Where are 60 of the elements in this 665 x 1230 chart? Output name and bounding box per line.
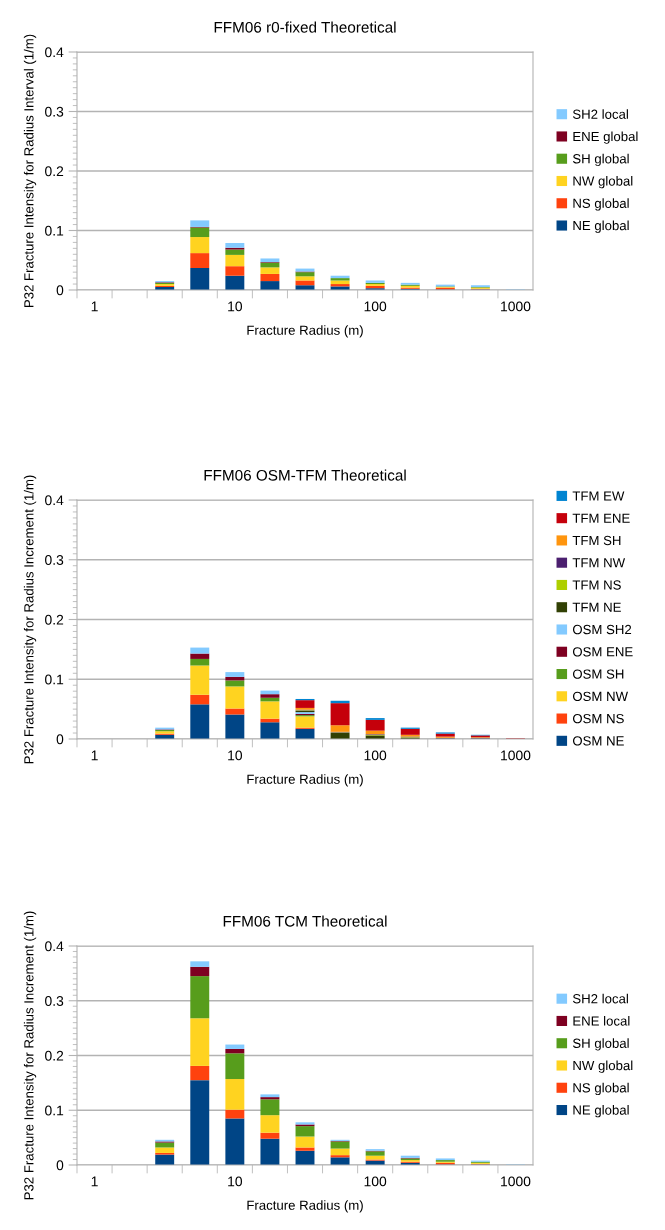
legend-label: NS global: [573, 1082, 629, 1096]
chart-title: FFM06 TCM Theoretical: [223, 915, 387, 927]
x-tick-label: 1: [91, 1176, 98, 1187]
x-axis-title: Fracture Radius (m): [247, 1200, 363, 1213]
y-tick-label: 0: [56, 734, 64, 745]
x-tick-label: 1000: [501, 750, 531, 761]
x-tick-label: 100: [364, 750, 387, 761]
legend-label: TFM NS: [572, 580, 621, 590]
y-tick-label: 0.1: [45, 674, 64, 685]
legend-label: NE global: [573, 1105, 629, 1118]
y-tick-label: 0.1: [45, 1105, 64, 1116]
legend-label: OSM NW: [572, 691, 629, 702]
x-tick-label: 1: [91, 750, 98, 761]
legend-label: NS global: [573, 198, 629, 211]
legend-label: NE global: [573, 220, 629, 233]
y-tick-label: 0.4: [45, 47, 64, 58]
x-tick-label: 1: [91, 301, 98, 312]
legend-label: NW global: [573, 1060, 633, 1073]
legend-label: SH2 local: [572, 993, 628, 1004]
legend-label: TFM NE: [572, 602, 621, 612]
y-tick-label: 0.4: [45, 495, 64, 506]
y-tick-label: 0.3: [45, 996, 64, 1006]
y-axis-title: P32 Fracture Intensity for Radius Increment (1/m): [23, 911, 37, 1200]
chart-title: FFM06 OSM-TFM Theoretical: [204, 469, 406, 481]
y-tick-label: 0.2: [45, 1050, 64, 1061]
legend-label: OSM SH2: [572, 624, 632, 635]
x-tick-label: 1000: [501, 1176, 531, 1187]
y-tick-label: 0: [56, 285, 64, 296]
legend-label: ENE global: [573, 131, 638, 144]
y-tick-label: 0.2: [45, 614, 64, 625]
legend-label: OSM NS: [572, 713, 624, 724]
legend-label: OSM NE: [572, 736, 624, 746]
y-tick-label: 0.1: [45, 225, 64, 236]
y-tick-label: 0: [56, 1160, 64, 1171]
x-axis-title: Fracture Radius (m): [247, 774, 363, 787]
legend-label: SH global: [572, 153, 629, 167]
legend-label: NW global: [573, 176, 633, 189]
x-axis-title: Fracture Radius (m): [247, 325, 363, 338]
y-tick-label: 0.3: [45, 106, 64, 117]
x-tick-label: 10: [228, 750, 243, 761]
x-tick-label: 10: [228, 301, 243, 312]
legend-label: TFM NW: [572, 558, 626, 568]
y-tick-label: 0.4: [45, 941, 64, 952]
legend-label: SH2 local: [572, 109, 628, 119]
y-tick-label: 0.3: [45, 555, 64, 565]
x-tick-label: 1000: [501, 301, 531, 312]
legend-label: SH global: [572, 1038, 629, 1051]
y-tick-label: 0.2: [45, 166, 64, 177]
x-tick-label: 10: [228, 1176, 243, 1187]
legend-label: TFM ENE: [572, 513, 630, 523]
y-axis-title: P32 Fracture Intensity for Radius Interval (1/m): [23, 34, 37, 308]
legend-label: ENE local: [573, 1015, 630, 1026]
legend-label: OSM ENE: [572, 647, 633, 657]
y-axis-title: P32 Fracture Intensity for Radius Increment (1/m): [23, 475, 37, 764]
legend-label: TFM SH: [572, 535, 621, 546]
x-tick-label: 100: [364, 301, 387, 312]
x-tick-label: 100: [364, 1176, 387, 1187]
legend-label: OSM SH: [572, 669, 624, 679]
chart-title: FFM06 r0-fixed Theoretical: [214, 21, 396, 33]
legend-label: TFM EW: [572, 491, 625, 501]
